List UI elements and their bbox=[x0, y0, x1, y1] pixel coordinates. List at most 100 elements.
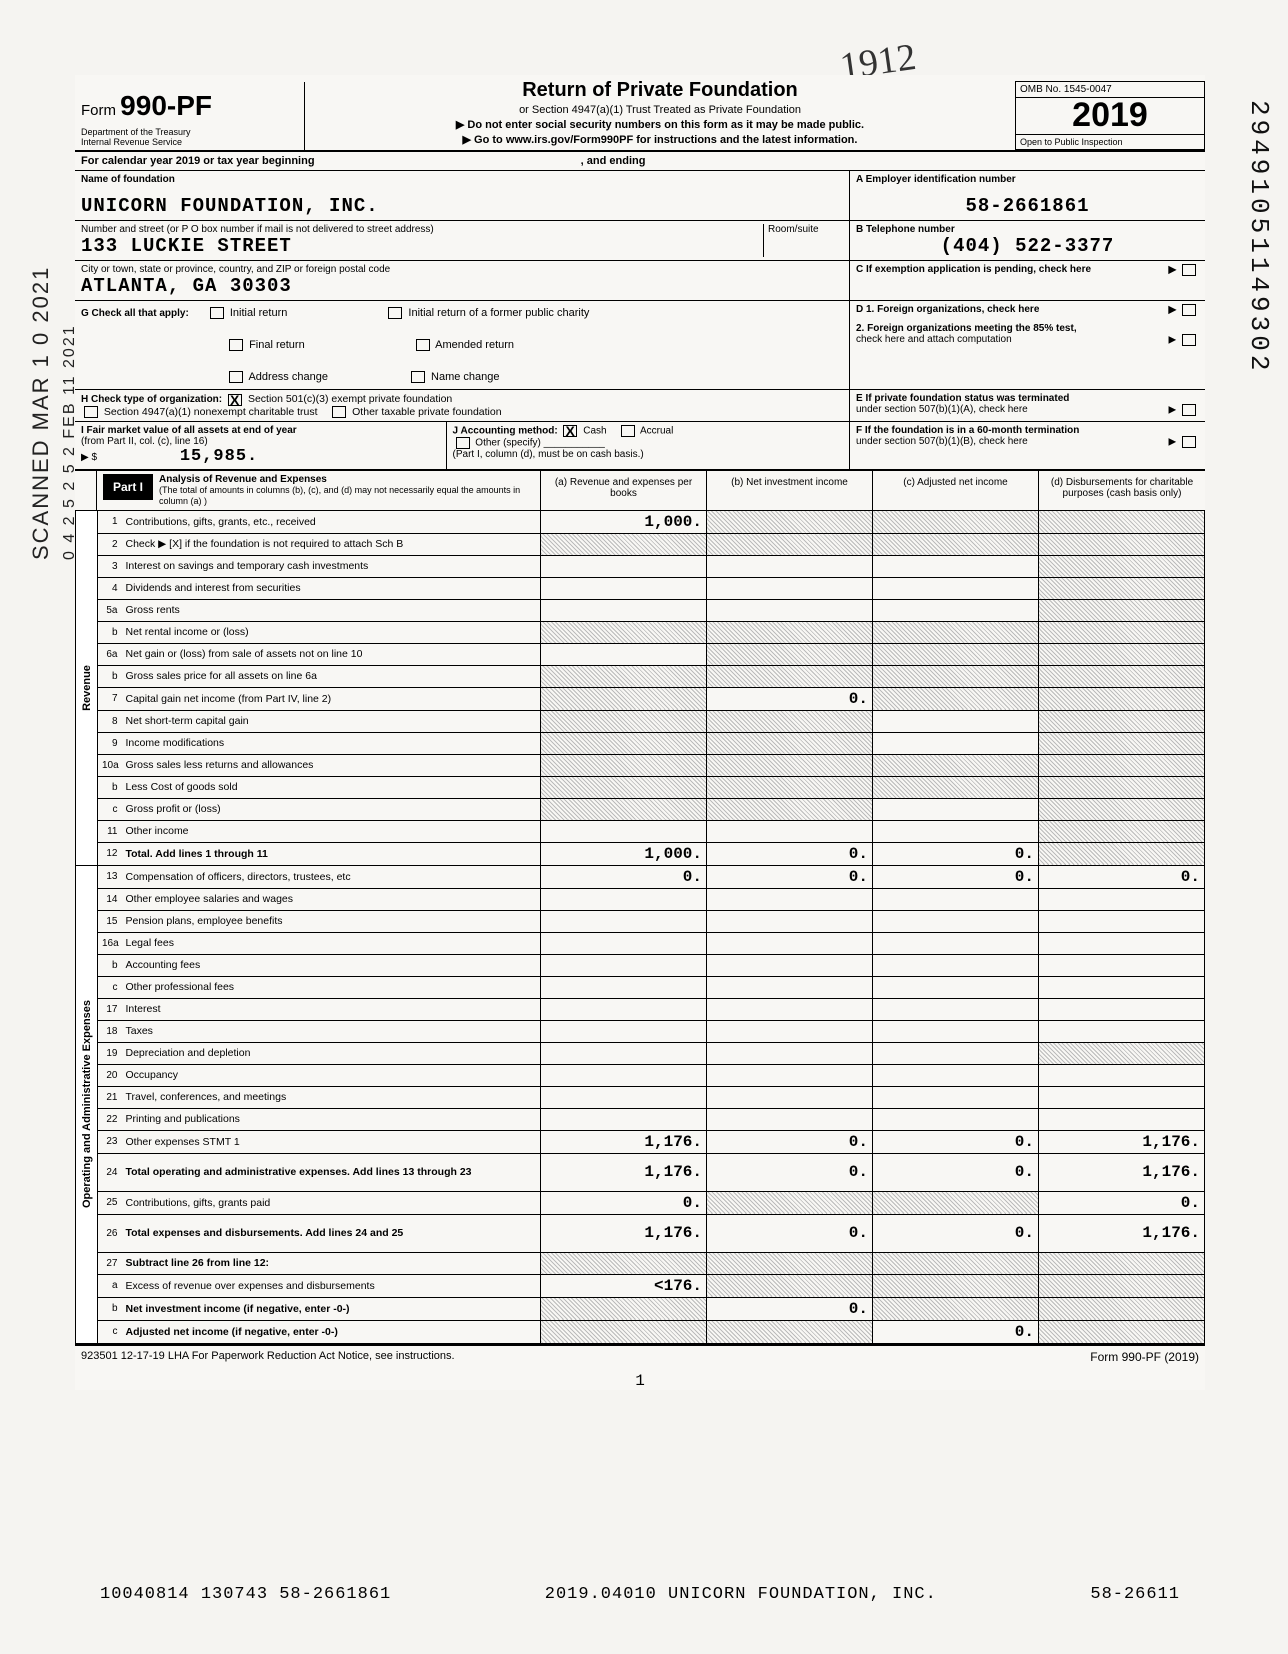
cell-b bbox=[707, 910, 873, 932]
cell-dd bbox=[1039, 710, 1205, 732]
cell-c bbox=[873, 1086, 1039, 1108]
cell-c bbox=[873, 555, 1039, 577]
cell-c bbox=[873, 710, 1039, 732]
cell-dd bbox=[1039, 954, 1205, 976]
cell-b bbox=[707, 1191, 873, 1214]
j-cash-chk[interactable] bbox=[563, 425, 577, 437]
cell-c bbox=[873, 1191, 1039, 1214]
h-opt1: Section 501(c)(3) exempt private foundat… bbox=[248, 393, 452, 405]
line-number: c bbox=[98, 976, 122, 998]
line-number: 5a bbox=[98, 599, 122, 621]
line-desc: Gross sales less returns and allowances bbox=[122, 754, 541, 776]
phone-label: B Telephone number bbox=[856, 224, 1199, 235]
line-desc: Legal fees bbox=[122, 932, 541, 954]
line-desc: Gross profit or (loss) bbox=[122, 798, 541, 820]
cell-c: 0. bbox=[873, 865, 1039, 888]
cell-a bbox=[541, 710, 707, 732]
line-desc: Check ▶ [X] if the foundation is not req… bbox=[122, 533, 541, 555]
cell-c bbox=[873, 932, 1039, 954]
cell-c bbox=[873, 1108, 1039, 1130]
g-addrchg-chk[interactable] bbox=[229, 371, 243, 383]
g-final-chk[interactable] bbox=[229, 339, 243, 351]
cell-b bbox=[707, 888, 873, 910]
line-desc: Contributions, gifts, grants, etc., rece… bbox=[122, 511, 541, 534]
cell-dd bbox=[1039, 798, 1205, 820]
line-number: 16a bbox=[98, 932, 122, 954]
cell-b bbox=[707, 710, 873, 732]
cell-dd bbox=[1039, 820, 1205, 842]
cell-b: 0. bbox=[707, 687, 873, 710]
line-number: 15 bbox=[98, 910, 122, 932]
cell-dd bbox=[1039, 932, 1205, 954]
cell-b: 0. bbox=[707, 865, 873, 888]
bottom-left: 10040814 130743 58-2661861 bbox=[100, 1585, 391, 1604]
g-former-chk[interactable] bbox=[388, 307, 402, 319]
cell-dd: 1,176. bbox=[1039, 1214, 1205, 1252]
cell-c: 0. bbox=[873, 1214, 1039, 1252]
ein-label: A Employer identification number bbox=[856, 174, 1199, 185]
g-namechg-chk[interactable] bbox=[411, 371, 425, 383]
j-cash: Cash bbox=[583, 425, 606, 436]
g-initial-chk[interactable] bbox=[210, 307, 224, 319]
j-other-chk[interactable] bbox=[456, 437, 470, 449]
cell-b bbox=[707, 1020, 873, 1042]
cell-b bbox=[707, 754, 873, 776]
j-other: Other (specify) bbox=[475, 437, 541, 448]
cell-a bbox=[541, 533, 707, 555]
line-number: a bbox=[98, 1274, 122, 1297]
h-other-chk[interactable] bbox=[332, 406, 346, 418]
line-desc: Total. Add lines 1 through 11 bbox=[122, 842, 541, 865]
line-desc: Taxes bbox=[122, 1020, 541, 1042]
room-label: Room/suite bbox=[768, 224, 843, 235]
cell-c bbox=[873, 1064, 1039, 1086]
cell-a bbox=[541, 665, 707, 687]
g-opt-2: Address change bbox=[248, 371, 328, 383]
line-desc: Total expenses and disbursements. Add li… bbox=[122, 1214, 541, 1252]
h-4947-chk[interactable] bbox=[84, 406, 98, 418]
j-accrual-chk[interactable] bbox=[621, 425, 635, 437]
addr-label: Number and street (or P O box number if … bbox=[81, 224, 763, 235]
c-checkbox[interactable] bbox=[1182, 264, 1196, 276]
line-number: 25 bbox=[98, 1191, 122, 1214]
cell-a: 1,176. bbox=[541, 1153, 707, 1191]
cell-c bbox=[873, 888, 1039, 910]
g-amended-chk[interactable] bbox=[416, 339, 430, 351]
foundation-name: UNICORN FOUNDATION, INC. bbox=[81, 195, 843, 217]
cell-a bbox=[541, 976, 707, 998]
f-checkbox[interactable] bbox=[1182, 436, 1196, 448]
cell-a: 0. bbox=[541, 865, 707, 888]
form-number: 990-PF bbox=[120, 90, 212, 121]
cell-b bbox=[707, 932, 873, 954]
d2-checkbox[interactable] bbox=[1182, 334, 1196, 346]
cell-b bbox=[707, 643, 873, 665]
cell-c bbox=[873, 643, 1039, 665]
line-number: 12 bbox=[98, 842, 122, 865]
cell-c bbox=[873, 820, 1039, 842]
h-label: H Check type of organization: bbox=[81, 394, 222, 405]
bottom-right: 58-26611 bbox=[1090, 1585, 1180, 1604]
d1-checkbox[interactable] bbox=[1182, 304, 1196, 316]
h-501c3-chk[interactable] bbox=[228, 394, 242, 406]
revenue-vtab: Revenue bbox=[76, 511, 98, 866]
cell-dd bbox=[1039, 976, 1205, 998]
g-opt-1: Final return bbox=[249, 339, 305, 351]
cell-c bbox=[873, 1252, 1039, 1274]
line-desc: Interest bbox=[122, 998, 541, 1020]
line-number: b bbox=[98, 621, 122, 643]
col-d-head: (d) Disbursements for charitable purpose… bbox=[1039, 471, 1205, 510]
cell-a bbox=[541, 621, 707, 643]
line-number: 4 bbox=[98, 577, 122, 599]
line-number: b bbox=[98, 776, 122, 798]
cell-c bbox=[873, 665, 1039, 687]
cell-dd bbox=[1039, 665, 1205, 687]
cell-a bbox=[541, 643, 707, 665]
line-desc: Net gain or (loss) from sale of assets n… bbox=[122, 643, 541, 665]
line-desc: Interest on savings and temporary cash i… bbox=[122, 555, 541, 577]
cell-c bbox=[873, 1042, 1039, 1064]
line-desc: Less Cost of goods sold bbox=[122, 776, 541, 798]
e-checkbox[interactable] bbox=[1182, 404, 1196, 416]
d2b-label: check here and attach computation bbox=[856, 334, 1012, 345]
cell-dd bbox=[1039, 888, 1205, 910]
cell-c: 0. bbox=[873, 1320, 1039, 1343]
line-desc: Dividends and interest from securities bbox=[122, 577, 541, 599]
